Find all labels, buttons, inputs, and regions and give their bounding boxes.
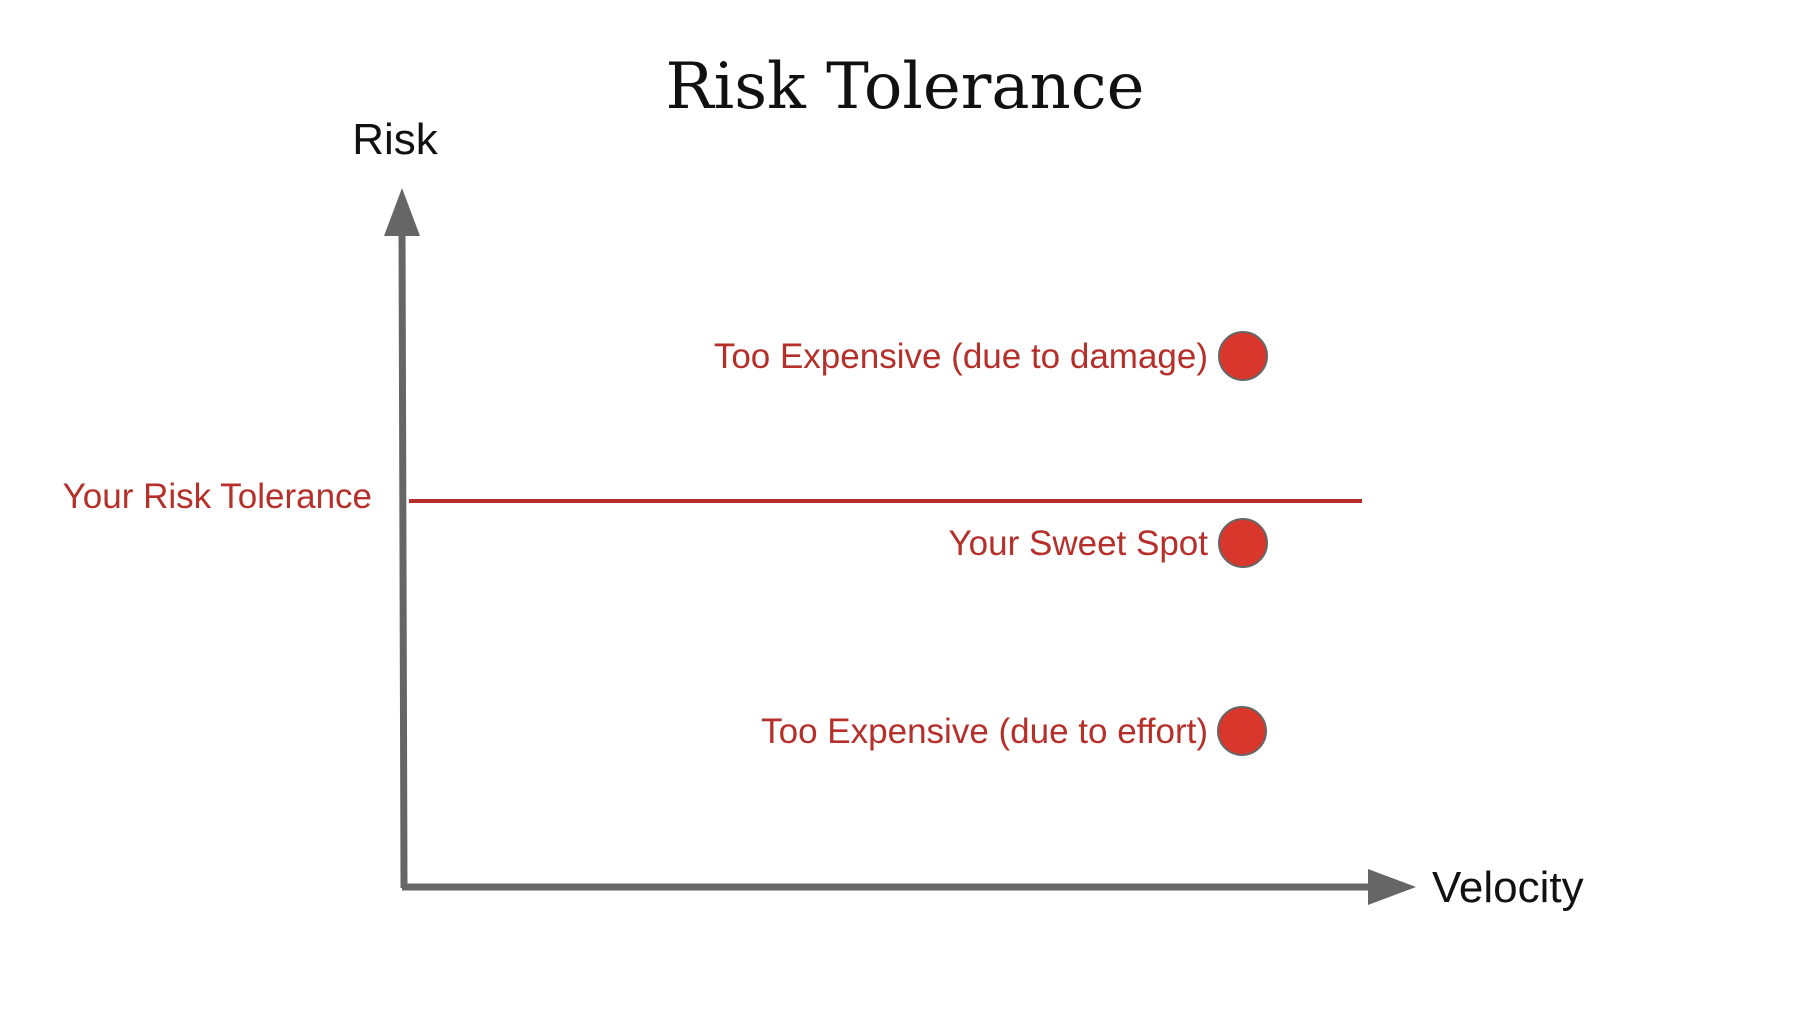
point-sweet-spot — [1218, 518, 1268, 568]
y-axis-arrowhead — [384, 188, 420, 236]
y-axis-label: Risk — [352, 115, 439, 164]
label-too-expensive-damage: Too Expensive (due to damage) — [714, 337, 1208, 376]
label-sweet-spot: Your Sweet Spot — [949, 524, 1209, 563]
x-axis-label: Velocity — [1432, 863, 1584, 912]
x-axis-arrowhead — [1368, 869, 1416, 905]
label-too-expensive-effort: Too Expensive (due to effort) — [761, 712, 1208, 751]
y-axis-line — [398, 227, 408, 889]
point-too-expensive-effort — [1217, 706, 1267, 756]
diagram-title: Risk Tolerance — [666, 50, 1145, 124]
risk-tolerance-label: Your Risk Tolerance — [63, 477, 372, 516]
point-too-expensive-damage — [1218, 331, 1268, 381]
